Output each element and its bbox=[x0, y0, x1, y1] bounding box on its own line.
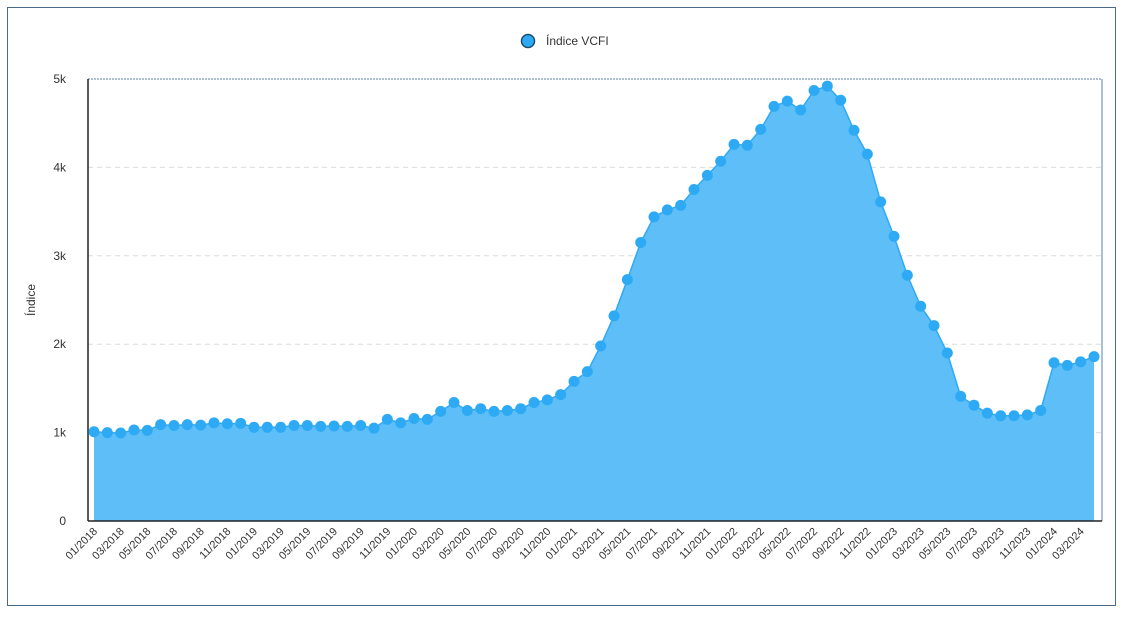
data-point[interactable] bbox=[968, 399, 980, 411]
data-point[interactable] bbox=[315, 420, 327, 432]
data-point[interactable] bbox=[768, 100, 780, 112]
data-point[interactable] bbox=[181, 419, 193, 431]
y-tick-label: 3k bbox=[53, 249, 67, 263]
data-point[interactable] bbox=[661, 204, 673, 216]
data-point[interactable] bbox=[688, 184, 700, 195]
data-point[interactable] bbox=[288, 420, 300, 432]
data-point[interactable] bbox=[675, 199, 687, 211]
data-point[interactable] bbox=[755, 123, 767, 135]
data-point[interactable] bbox=[368, 422, 380, 434]
data-point[interactable] bbox=[915, 300, 927, 312]
data-point[interactable] bbox=[875, 196, 887, 208]
data-point[interactable] bbox=[528, 397, 540, 409]
x-tick-labels: 01/201803/201805/201807/201809/201811/20… bbox=[64, 526, 1087, 563]
data-point[interactable] bbox=[861, 148, 873, 160]
data-point[interactable] bbox=[435, 405, 447, 417]
data-point[interactable] bbox=[475, 403, 487, 415]
series-area bbox=[94, 86, 1094, 521]
data-point[interactable] bbox=[608, 310, 620, 322]
axis-layer bbox=[87, 79, 1103, 522]
y-tick-labels: 0 1k 2k 3k 4k 5k bbox=[53, 72, 67, 528]
data-point[interactable] bbox=[741, 139, 753, 151]
data-point[interactable] bbox=[901, 269, 913, 281]
data-point[interactable] bbox=[355, 420, 367, 432]
data-point[interactable] bbox=[635, 237, 647, 249]
data-point[interactable] bbox=[115, 427, 127, 439]
y-tick-label: 4k bbox=[53, 160, 67, 174]
legend-label: Índice VCFI bbox=[546, 33, 609, 48]
data-point[interactable] bbox=[1021, 409, 1033, 421]
y-axis-label: Índice bbox=[23, 284, 38, 316]
legend[interactable]: Índice VCFI bbox=[520, 33, 609, 49]
data-point[interactable] bbox=[995, 410, 1007, 422]
data-point[interactable] bbox=[395, 417, 407, 429]
data-point[interactable] bbox=[195, 419, 207, 431]
data-point[interactable] bbox=[701, 169, 713, 181]
data-point[interactable] bbox=[208, 417, 220, 429]
data-point[interactable] bbox=[595, 340, 607, 352]
data-point[interactable] bbox=[141, 424, 153, 436]
data-point[interactable] bbox=[808, 84, 820, 96]
data-point[interactable] bbox=[941, 347, 953, 359]
data-point[interactable] bbox=[275, 421, 287, 433]
y-tick-label: 1k bbox=[53, 426, 67, 440]
data-point[interactable] bbox=[128, 424, 140, 436]
data-point[interactable] bbox=[1008, 410, 1020, 422]
data-point[interactable] bbox=[168, 420, 180, 432]
data-point[interactable] bbox=[88, 426, 100, 438]
y-tick-label: 5k bbox=[53, 72, 67, 86]
data-point[interactable] bbox=[1075, 356, 1087, 368]
data-point[interactable] bbox=[155, 419, 167, 431]
data-point[interactable] bbox=[621, 274, 633, 286]
data-point[interactable] bbox=[1048, 357, 1060, 369]
data-point[interactable] bbox=[448, 397, 460, 409]
data-point[interactable] bbox=[981, 407, 993, 419]
data-point[interactable] bbox=[568, 375, 580, 387]
data-point[interactable] bbox=[581, 366, 593, 378]
data-point[interactable] bbox=[1088, 351, 1100, 363]
data-point[interactable] bbox=[488, 405, 500, 417]
data-point[interactable] bbox=[515, 403, 527, 415]
data-point[interactable] bbox=[501, 405, 513, 416]
data-point[interactable] bbox=[101, 427, 113, 439]
data-point[interactable] bbox=[888, 230, 900, 242]
legend-marker bbox=[520, 33, 536, 49]
data-point[interactable] bbox=[1061, 359, 1073, 371]
data-point[interactable] bbox=[341, 420, 353, 432]
data-point[interactable] bbox=[648, 211, 660, 223]
data-point[interactable] bbox=[381, 413, 393, 425]
data-point[interactable] bbox=[781, 95, 793, 107]
data-point[interactable] bbox=[728, 138, 740, 150]
data-point[interactable] bbox=[301, 420, 313, 432]
data-point[interactable] bbox=[835, 94, 847, 106]
data-point[interactable] bbox=[221, 418, 233, 430]
data-point[interactable] bbox=[461, 405, 473, 416]
data-point[interactable] bbox=[795, 104, 807, 116]
data-point[interactable] bbox=[821, 80, 833, 92]
point-layer bbox=[88, 80, 1100, 439]
data-point[interactable] bbox=[328, 420, 340, 432]
data-point[interactable] bbox=[421, 413, 433, 425]
data-point[interactable] bbox=[248, 421, 260, 433]
data-point[interactable] bbox=[408, 412, 420, 424]
data-point[interactable] bbox=[261, 421, 273, 433]
data-point[interactable] bbox=[235, 417, 247, 429]
data-point[interactable] bbox=[928, 320, 940, 332]
series-line bbox=[93, 85, 1095, 434]
area-layer bbox=[93, 85, 1095, 521]
y-tick-label: 2k bbox=[53, 337, 67, 351]
data-point[interactable] bbox=[715, 155, 727, 167]
data-point[interactable] bbox=[955, 390, 967, 402]
data-point[interactable] bbox=[555, 389, 567, 401]
data-point[interactable] bbox=[541, 394, 553, 406]
data-point[interactable] bbox=[1035, 405, 1047, 416]
data-point[interactable] bbox=[848, 124, 860, 136]
y-tick-label: 0 bbox=[59, 514, 66, 528]
